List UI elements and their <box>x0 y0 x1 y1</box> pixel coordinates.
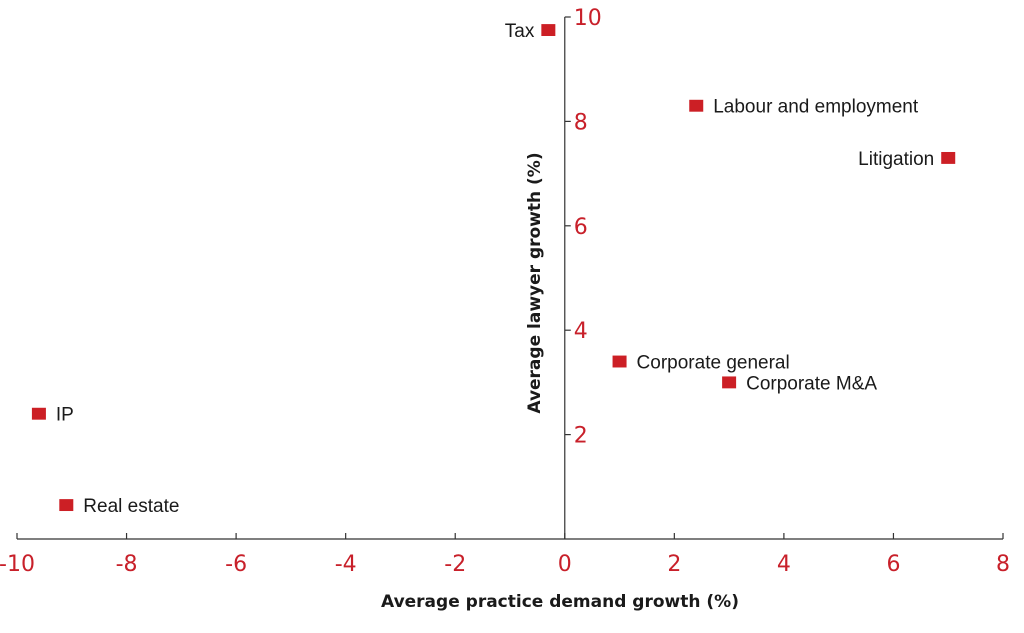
y-axis-ticks: 2 4 6 8 10 <box>564 6 602 449</box>
x-tick-label: -10 <box>0 552 35 577</box>
y-tick-label: 10 <box>574 6 602 31</box>
data-point-label: Litigation <box>858 149 934 170</box>
x-axis-ticks: -10 -8 -6 -4 -2 0 2 4 6 8 <box>0 533 1010 577</box>
x-tick-label: 6 <box>886 552 900 577</box>
y-tick-label: 2 <box>574 424 588 449</box>
data-points: Tax Labour and employment Litigation Corpor… <box>31 21 956 517</box>
y-tick-label: 6 <box>574 215 588 240</box>
data-point-marker <box>612 355 627 368</box>
data-point-label: Real estate <box>83 496 179 517</box>
data-point-marker <box>941 151 956 164</box>
data-point-label: Corporate general <box>637 353 790 374</box>
y-tick-label: 8 <box>574 110 588 135</box>
data-point-label: Labour and employment <box>713 97 919 118</box>
x-tick-label: 8 <box>996 552 1010 577</box>
data-point-label: Corporate M&A <box>746 373 877 394</box>
data-point-marker <box>722 376 737 389</box>
axes <box>17 17 1003 540</box>
y-axis-title: Average lawyer growth (%) <box>525 152 545 413</box>
data-point-label: Tax <box>505 21 535 42</box>
data-point-marker <box>31 407 46 420</box>
data-point-label: IP <box>56 405 74 426</box>
data-point-marker <box>541 24 556 36</box>
x-tick-label: 2 <box>667 552 681 577</box>
x-tick-label: -8 <box>116 552 138 577</box>
y-tick-label: 4 <box>574 319 588 344</box>
data-point-marker <box>689 99 704 112</box>
x-tick-label: -4 <box>335 552 357 577</box>
x-tick-label: 4 <box>777 552 791 577</box>
x-axis-title: Average practice demand growth (%) <box>381 592 739 612</box>
x-tick-label: -6 <box>225 552 247 577</box>
data-point-marker <box>59 499 74 512</box>
x-tick-label: 0 <box>558 552 572 577</box>
x-tick-label: -2 <box>444 552 466 577</box>
